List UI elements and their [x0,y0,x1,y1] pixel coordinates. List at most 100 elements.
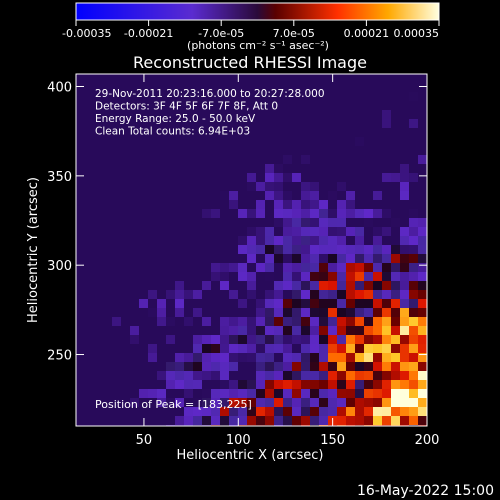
heatmap-cell [391,227,401,237]
heatmap-cell [328,227,338,237]
heatmap-cell [373,263,383,273]
heatmap-cell [373,128,383,138]
heatmap-cell [301,146,311,156]
heatmap-cell [76,263,86,273]
heatmap-cell [274,416,284,426]
heatmap-cell [85,137,95,147]
heatmap-cell [175,335,185,345]
heatmap-cell [364,209,374,219]
heatmap-cell [283,371,293,381]
colorbar-tick-label: 0.00021 [344,27,390,40]
heatmap-cell [301,236,311,246]
heatmap-cell [319,308,329,318]
heatmap-cell [193,245,203,255]
heatmap-cell [130,209,140,219]
heatmap-cell [346,110,356,120]
heatmap-cell [229,101,239,111]
heatmap-cell [382,209,392,219]
heatmap-cell [328,344,338,354]
heatmap-cell [220,389,230,399]
heatmap-cell [418,344,427,354]
heatmap-cell [364,380,374,390]
heatmap-cell [130,110,140,120]
heatmap-cell [364,155,374,165]
heatmap-cell [148,389,158,399]
heatmap-cell [346,326,356,336]
heatmap-cell [400,236,410,246]
heatmap-cell [337,92,347,102]
heatmap-cell [382,335,392,345]
heatmap-cell [229,74,239,84]
heatmap-cell [238,119,248,129]
heatmap-cell [265,299,275,309]
heatmap-cell [400,380,410,390]
heatmap-cell [310,200,320,210]
heatmap-cell [202,191,212,201]
heatmap-cell [121,281,131,291]
heatmap-cell [175,101,185,111]
heatmap-cell [400,164,410,174]
heatmap-cell [103,74,113,84]
heatmap-cell [184,308,194,318]
heatmap-cell [112,362,122,372]
heatmap-cell [211,398,221,408]
heatmap-cell [283,209,293,219]
heatmap-cell [400,362,410,372]
heatmap-cell [220,164,230,174]
heatmap-cell [103,128,113,138]
heatmap-cell [274,317,284,327]
colorbar-ticks: -0.00035 -0.00021 -7.0e-05 7.0e-05 0.00021 0.… [62,20,440,40]
heatmap-cell [103,407,113,417]
heatmap-cell [328,245,338,255]
heatmap-cell [319,191,329,201]
heatmap-cell [364,299,374,309]
heatmap-cell [310,353,320,363]
heatmap-cell [103,299,113,309]
heatmap-cell [292,209,302,219]
heatmap-cell [310,245,320,255]
heatmap-cell [391,164,401,174]
heatmap-cell [391,326,401,336]
heatmap-cell [382,173,392,183]
heatmap-cell [319,110,329,120]
heatmap-cell [382,299,392,309]
heatmap-cell [229,272,239,282]
heatmap-cell [301,218,311,228]
heatmap-cell [274,146,284,156]
heatmap-cell [283,263,293,273]
heatmap-cell [292,290,302,300]
heatmap-cell [247,92,257,102]
heatmap-cell [409,191,419,201]
heatmap-cell [184,227,194,237]
heatmap-cell [103,344,113,354]
heatmap-cell [319,263,329,273]
heatmap-cell [112,371,122,381]
heatmap-cell [238,209,248,219]
heatmap-cell [274,353,284,363]
heatmap-cell [355,83,365,93]
heatmap-cell [301,389,311,399]
heatmap-cell [364,191,374,201]
heatmap-cell [211,389,221,399]
heatmap-cell [265,326,275,336]
heatmap-cell [346,218,356,228]
heatmap-cell [265,380,275,390]
heatmap-cell [400,299,410,309]
heatmap-cell [355,200,365,210]
heatmap-cell [193,164,203,174]
heatmap-cell [418,146,427,156]
heatmap-cell [193,290,203,300]
heatmap-cell [112,182,122,192]
heatmap-cell [193,335,203,345]
heatmap-cell [85,146,95,156]
heatmap-cell [355,335,365,345]
heatmap-cell [85,416,95,426]
heatmap-cell [301,209,311,219]
heatmap-cell [373,245,383,255]
heatmap-cell [355,290,365,300]
heatmap-cell [382,380,392,390]
heatmap-cell [220,290,230,300]
heatmap-cell [193,227,203,237]
heatmap-cell [355,236,365,246]
heatmap-cell [247,326,257,336]
